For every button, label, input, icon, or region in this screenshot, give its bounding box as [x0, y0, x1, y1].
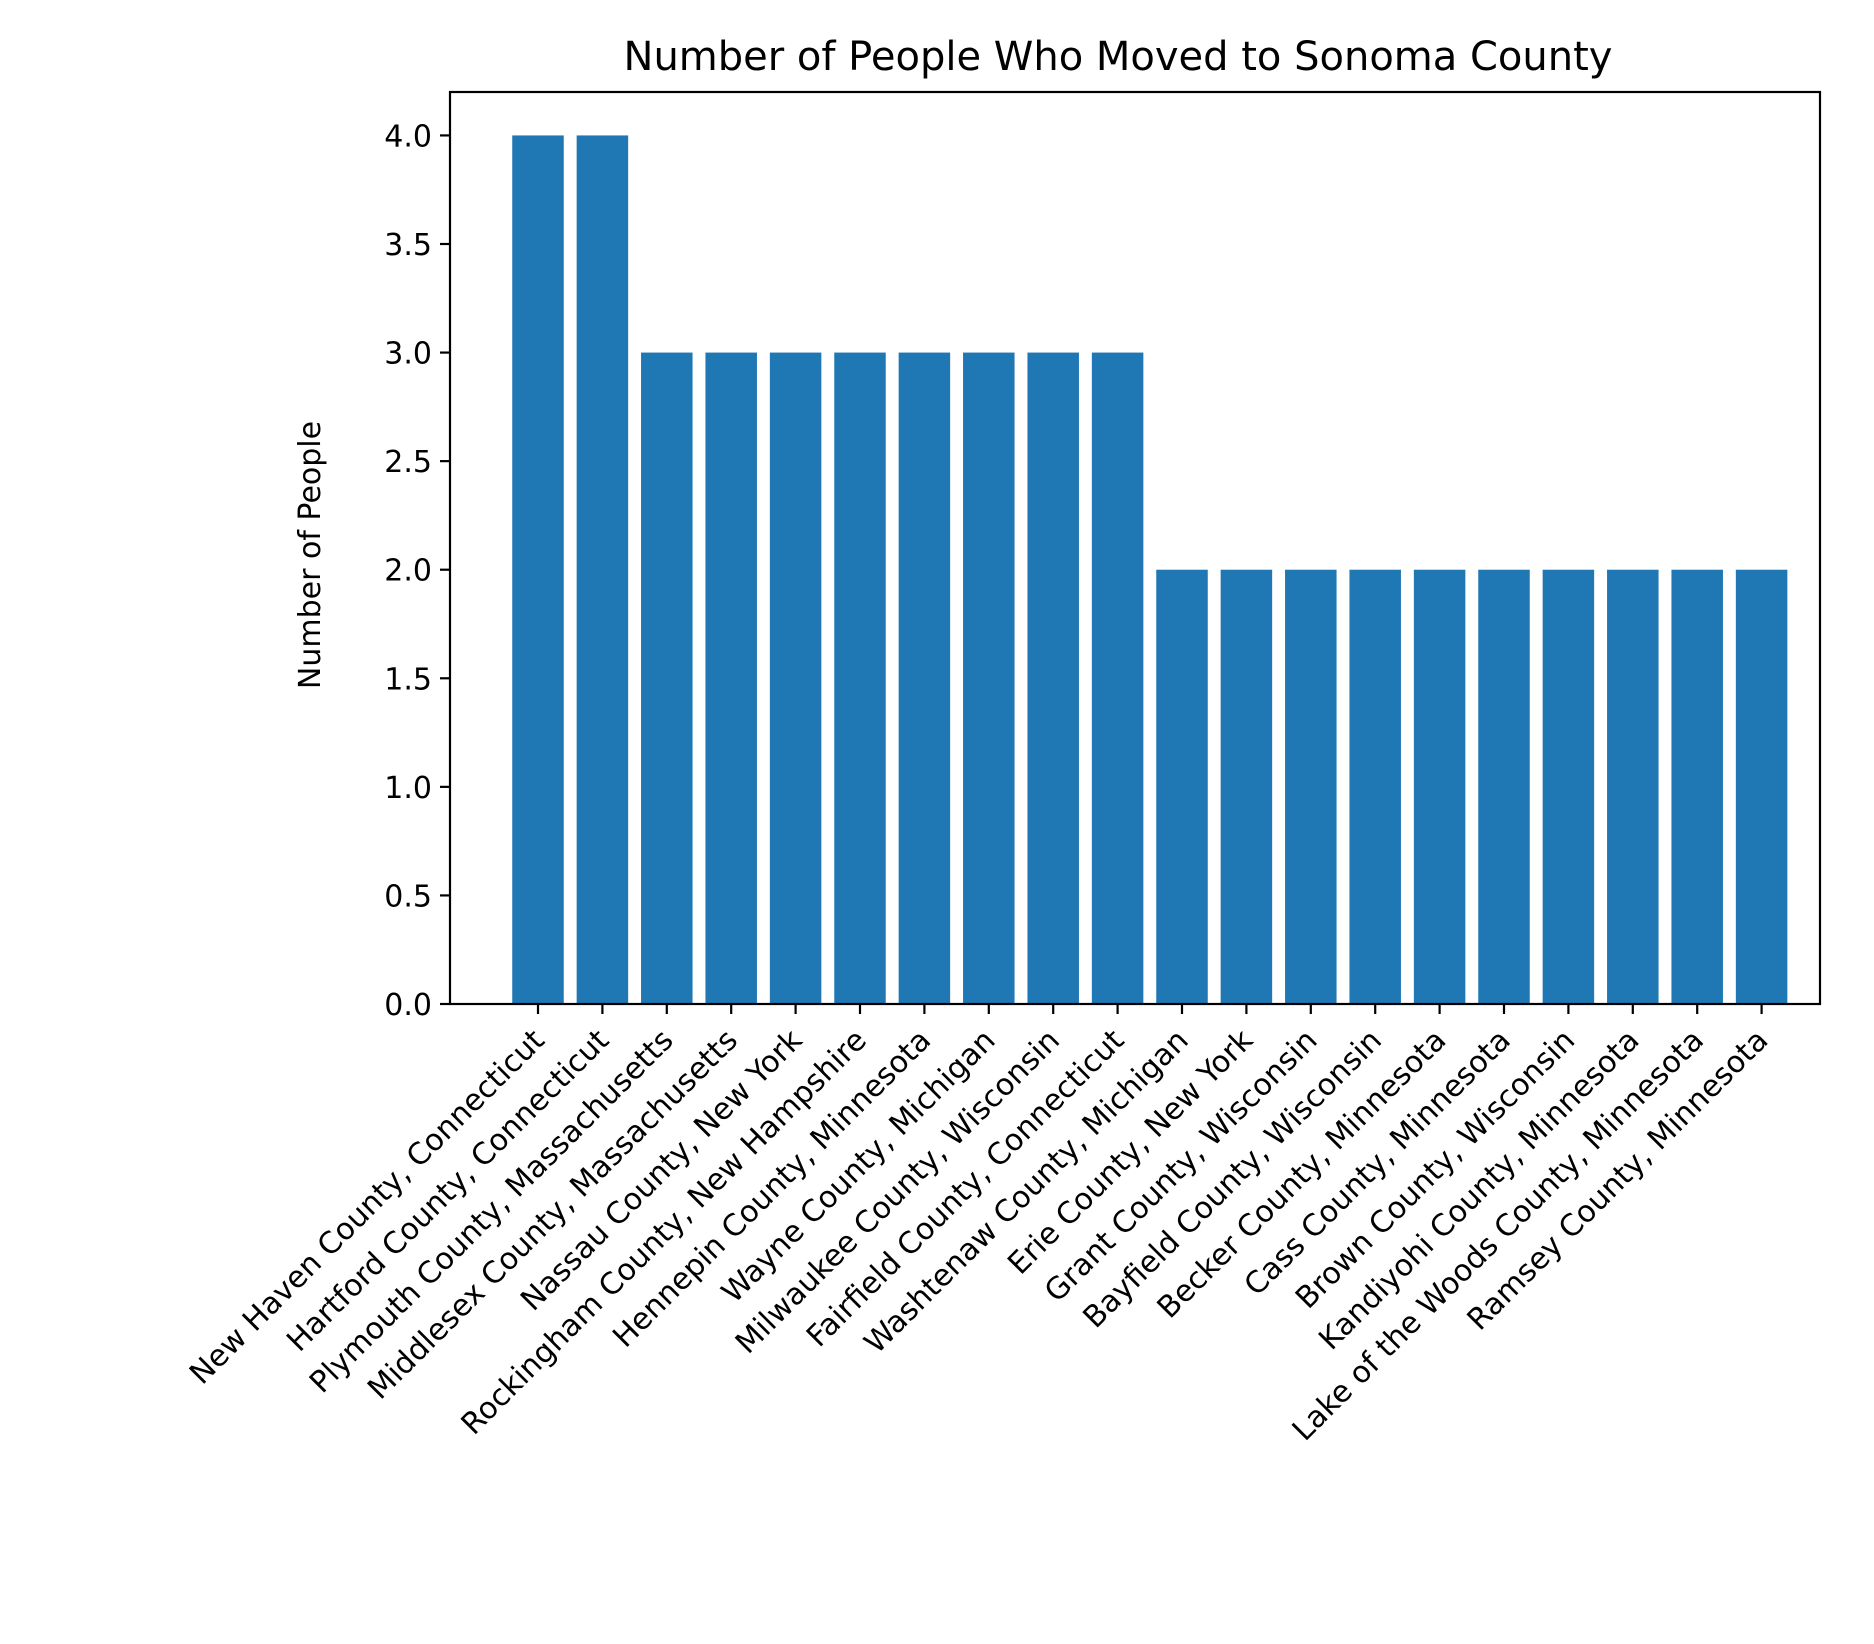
- y-tick-label-7: 3.0: [384, 337, 432, 372]
- bar-2: [576, 135, 629, 1004]
- y-tick-label-1: 0.0: [384, 988, 432, 1023]
- bar-15: [1413, 569, 1466, 1004]
- bar-14: [1349, 569, 1401, 1004]
- bar-7: [898, 352, 951, 1005]
- bar-4: [705, 352, 757, 1005]
- bar-8: [963, 352, 1015, 1005]
- bar-11: [1156, 569, 1208, 1004]
- bar-20: [1735, 569, 1788, 1004]
- y-tick-label-4: 1.5: [384, 662, 432, 697]
- bar-10: [1091, 352, 1144, 1005]
- y-tick-label-6: 2.5: [384, 445, 432, 480]
- plot-frame: [448, 90, 1822, 1006]
- bar-17: [1542, 569, 1595, 1004]
- y-axis-label: Number of People: [293, 421, 328, 689]
- bar-18: [1607, 569, 1659, 1004]
- bar-12: [1220, 569, 1273, 1004]
- y-tick-label-5: 2.0: [384, 554, 432, 589]
- bar-3: [641, 352, 693, 1005]
- bars-group: [512, 135, 1788, 1005]
- bar-16: [1478, 569, 1530, 1004]
- bar-19: [1671, 569, 1723, 1004]
- bar-5: [769, 352, 822, 1005]
- chart-title: Number of People Who Moved to Sonoma Cou…: [624, 34, 1613, 80]
- bar-6: [834, 352, 886, 1005]
- bar-13: [1285, 569, 1337, 1004]
- y-tick-label-2: 0.5: [384, 879, 432, 914]
- bar-9: [1027, 352, 1079, 1005]
- y-axis: 0.0 0.5 1.0 1.5 2.0 2.5 3.0 3.5 4.0: [384, 119, 450, 1023]
- y-tick-label-3: 1.0: [384, 771, 432, 806]
- bar-1: [512, 135, 564, 1004]
- y-tick-label-8: 3.5: [384, 228, 432, 263]
- y-tick-label-9: 4.0: [384, 119, 432, 154]
